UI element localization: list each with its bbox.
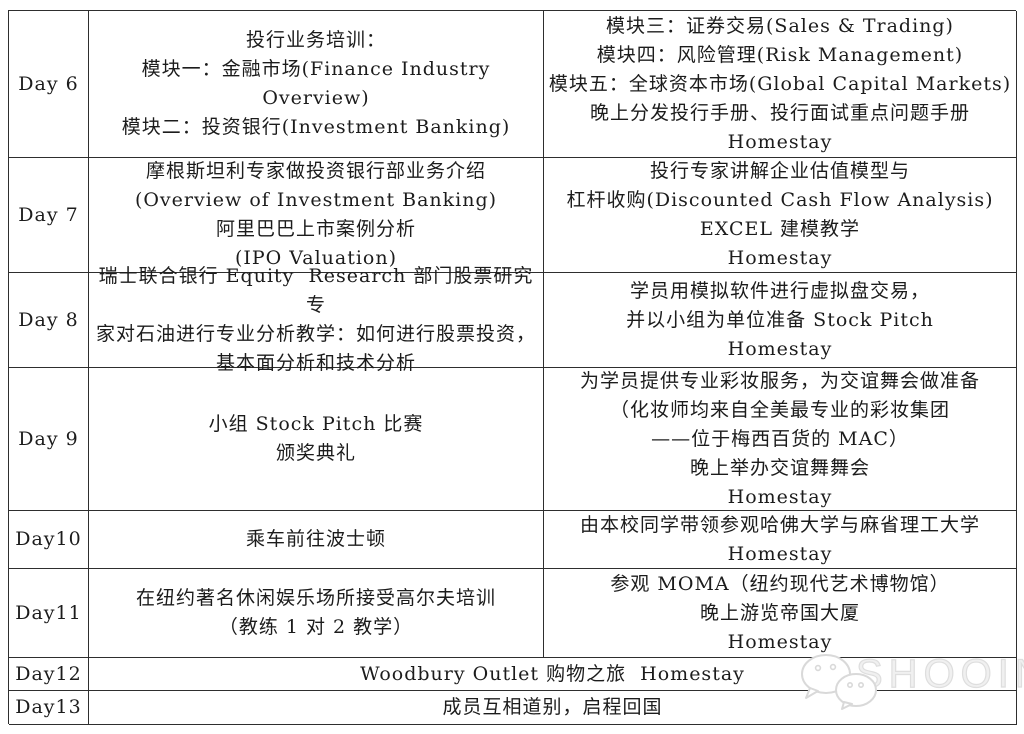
activity-cell-day12-full: Woodbury Outlet 购物之旅 Homestay — [89, 658, 1017, 691]
cell-line: Woodbury Outlet 购物之旅 Homestay — [360, 662, 745, 685]
cell-line: 模块二：投资银行(Investment Banking) — [121, 116, 511, 138]
cell-line: 模块四：风险管理(Risk Management) — [596, 43, 964, 66]
day-label-day12: Day12 — [9, 658, 89, 691]
cell-line: 阿里巴巴上市案例分析 — [215, 218, 416, 240]
cell-line: （化妆师均来自全美最专业的彩妆集团 — [609, 398, 950, 421]
activity-cell-day9-col2: 为学员提供专业彩妆服务，为交谊舞会做准备 （化妆师均来自全美最专业的彩妆集团 —… — [544, 368, 1017, 511]
cell-line: 模块五：全球资本市场(Global Capital Markets) — [548, 72, 1012, 95]
cell-line: 基本面分析和技术分析 — [215, 352, 416, 374]
cell-line: 模块一：金融市场(Finance Industry Overview) — [141, 58, 498, 109]
cell-line: 学员用模拟软件进行虚拟盘交易， — [629, 279, 930, 302]
activity-cell-day11-col2: 参观 MOMA（纽约现代艺术博物馆） 晚上游览帝国大厦 Homestay — [544, 569, 1017, 658]
day-text: Day10 — [15, 528, 82, 550]
cell-line: 杠杆收购(Discounted Cash Flow Analysis) — [566, 189, 994, 211]
day-text: Day12 — [15, 662, 82, 685]
activity-cell-day11-col1: 在纽约著名休闲娱乐场所接受高尔夫培训 （教练 1 对 2 教学） — [89, 569, 544, 658]
cell-line: 家对石油进行专业分析教学：如何进行股票投资， — [95, 323, 536, 345]
day-text: Day 7 — [18, 203, 79, 226]
schedule-table: Day 6 投行业务培训： 模块一：金融市场(Finance Industry … — [8, 10, 1017, 725]
activity-cell-day10-col1: 乘车前往波士顿 — [89, 511, 544, 569]
day-label-day6: Day 6 — [9, 11, 89, 158]
cell-line: （教练 1 对 2 教学） — [218, 616, 414, 638]
cell-line: 晚上分发投行手册、投行面试重点问题手册 — [589, 101, 970, 124]
cell-line: 投行业务培训： — [245, 29, 386, 51]
cell-line: (Overview of Investment Banking) — [134, 189, 498, 211]
cell-line: 晚上游览帝国大厦 — [699, 601, 860, 624]
activity-cell-day8-col2: 学员用模拟软件进行虚拟盘交易， 并以小组为单位准备 Stock Pitch Ho… — [544, 273, 1017, 368]
cell-line: 摩根斯坦利专家做投资银行部业务介绍 — [145, 160, 486, 182]
activity-cell-day6-col2: 模块三：证券交易(Sales & Trading) 模块四：风险管理(Risk … — [544, 11, 1017, 158]
cell-line: 模块三：证券交易(Sales & Trading) — [606, 14, 954, 37]
cell-line: 颁奖典礼 — [275, 442, 356, 464]
activity-cell-day8-col1: 瑞士联合银行 Equity Research 部门股票研究专 家对石油进行专业分… — [89, 265, 544, 374]
activity-cell-day7-col1: 摩根斯坦利专家做投资银行部业务介绍 (Overview of Investmen… — [89, 158, 544, 273]
cell-line: 由本校同学带领参观哈佛大学与麻省理工大学 — [579, 513, 980, 536]
watermark-text: SHOOIN — [855, 651, 1024, 696]
cell-line: Homestay — [727, 485, 833, 508]
cell-line: 投行专家讲解企业估值模型与 — [649, 160, 910, 182]
cell-line: Homestay — [727, 130, 833, 153]
activity-cell-day7-col2: 投行专家讲解企业估值模型与 杠杆收购(Discounted Cash Flow … — [544, 158, 1017, 273]
day-label-day10: Day10 — [9, 511, 89, 569]
cell-line: 并以小组为单位准备 Stock Pitch — [626, 308, 934, 331]
day-text: Day 9 — [18, 427, 79, 450]
activity-cell-day6-col1: 投行业务培训： 模块一：金融市场(Finance Industry Overvi… — [89, 11, 544, 158]
activity-cell-day9-col1: 小组 Stock Pitch 比赛 颁奖典礼 — [89, 368, 544, 511]
cell-line: 晚上举办交谊舞舞会 — [689, 456, 870, 479]
cell-line: (IPO Valuation) — [234, 247, 398, 269]
day-text: Day 6 — [18, 72, 79, 95]
activity-cell-day10-col2: 由本校同学带领参观哈佛大学与麻省理工大学 Homestay — [544, 511, 1017, 569]
cell-line: 乘车前往波士顿 — [245, 528, 386, 550]
day-label-day7: Day 7 — [9, 158, 89, 273]
day-label-day9: Day 9 — [9, 368, 89, 511]
cell-line: Homestay — [727, 542, 833, 565]
cell-line: 参观 MOMA（纽约现代艺术博物馆） — [610, 572, 950, 595]
cell-line: 在纽约著名休闲娱乐场所接受高尔夫培训 — [135, 587, 496, 609]
cell-line: Homestay — [727, 630, 833, 653]
cell-line: 成员互相道别，启程回国 — [442, 696, 663, 718]
cell-line: Homestay — [727, 247, 833, 269]
day-text: Day11 — [15, 601, 82, 624]
day-text: Day 8 — [18, 308, 79, 331]
cell-line: ——位于梅西百货的 MAC） — [651, 427, 909, 450]
day-label-day8: Day 8 — [9, 273, 89, 368]
day-text: Day13 — [15, 696, 82, 718]
cell-line: 为学员提供专业彩妆服务，为交谊舞会做准备 — [579, 369, 980, 392]
wechat-logo-icon — [801, 654, 877, 710]
cell-line: 小组 Stock Pitch 比赛 — [208, 413, 424, 435]
day-label-day13: Day13 — [9, 691, 89, 725]
day-label-day11: Day11 — [9, 569, 89, 658]
cell-line: EXCEL 建模教学 — [699, 218, 861, 240]
activity-cell-day13-full: 成员互相道别，启程回国 — [89, 691, 1017, 725]
cell-line: Homestay — [727, 337, 833, 360]
cell-line: 瑞士联合银行 Equity Research 部门股票研究专 — [98, 265, 534, 316]
